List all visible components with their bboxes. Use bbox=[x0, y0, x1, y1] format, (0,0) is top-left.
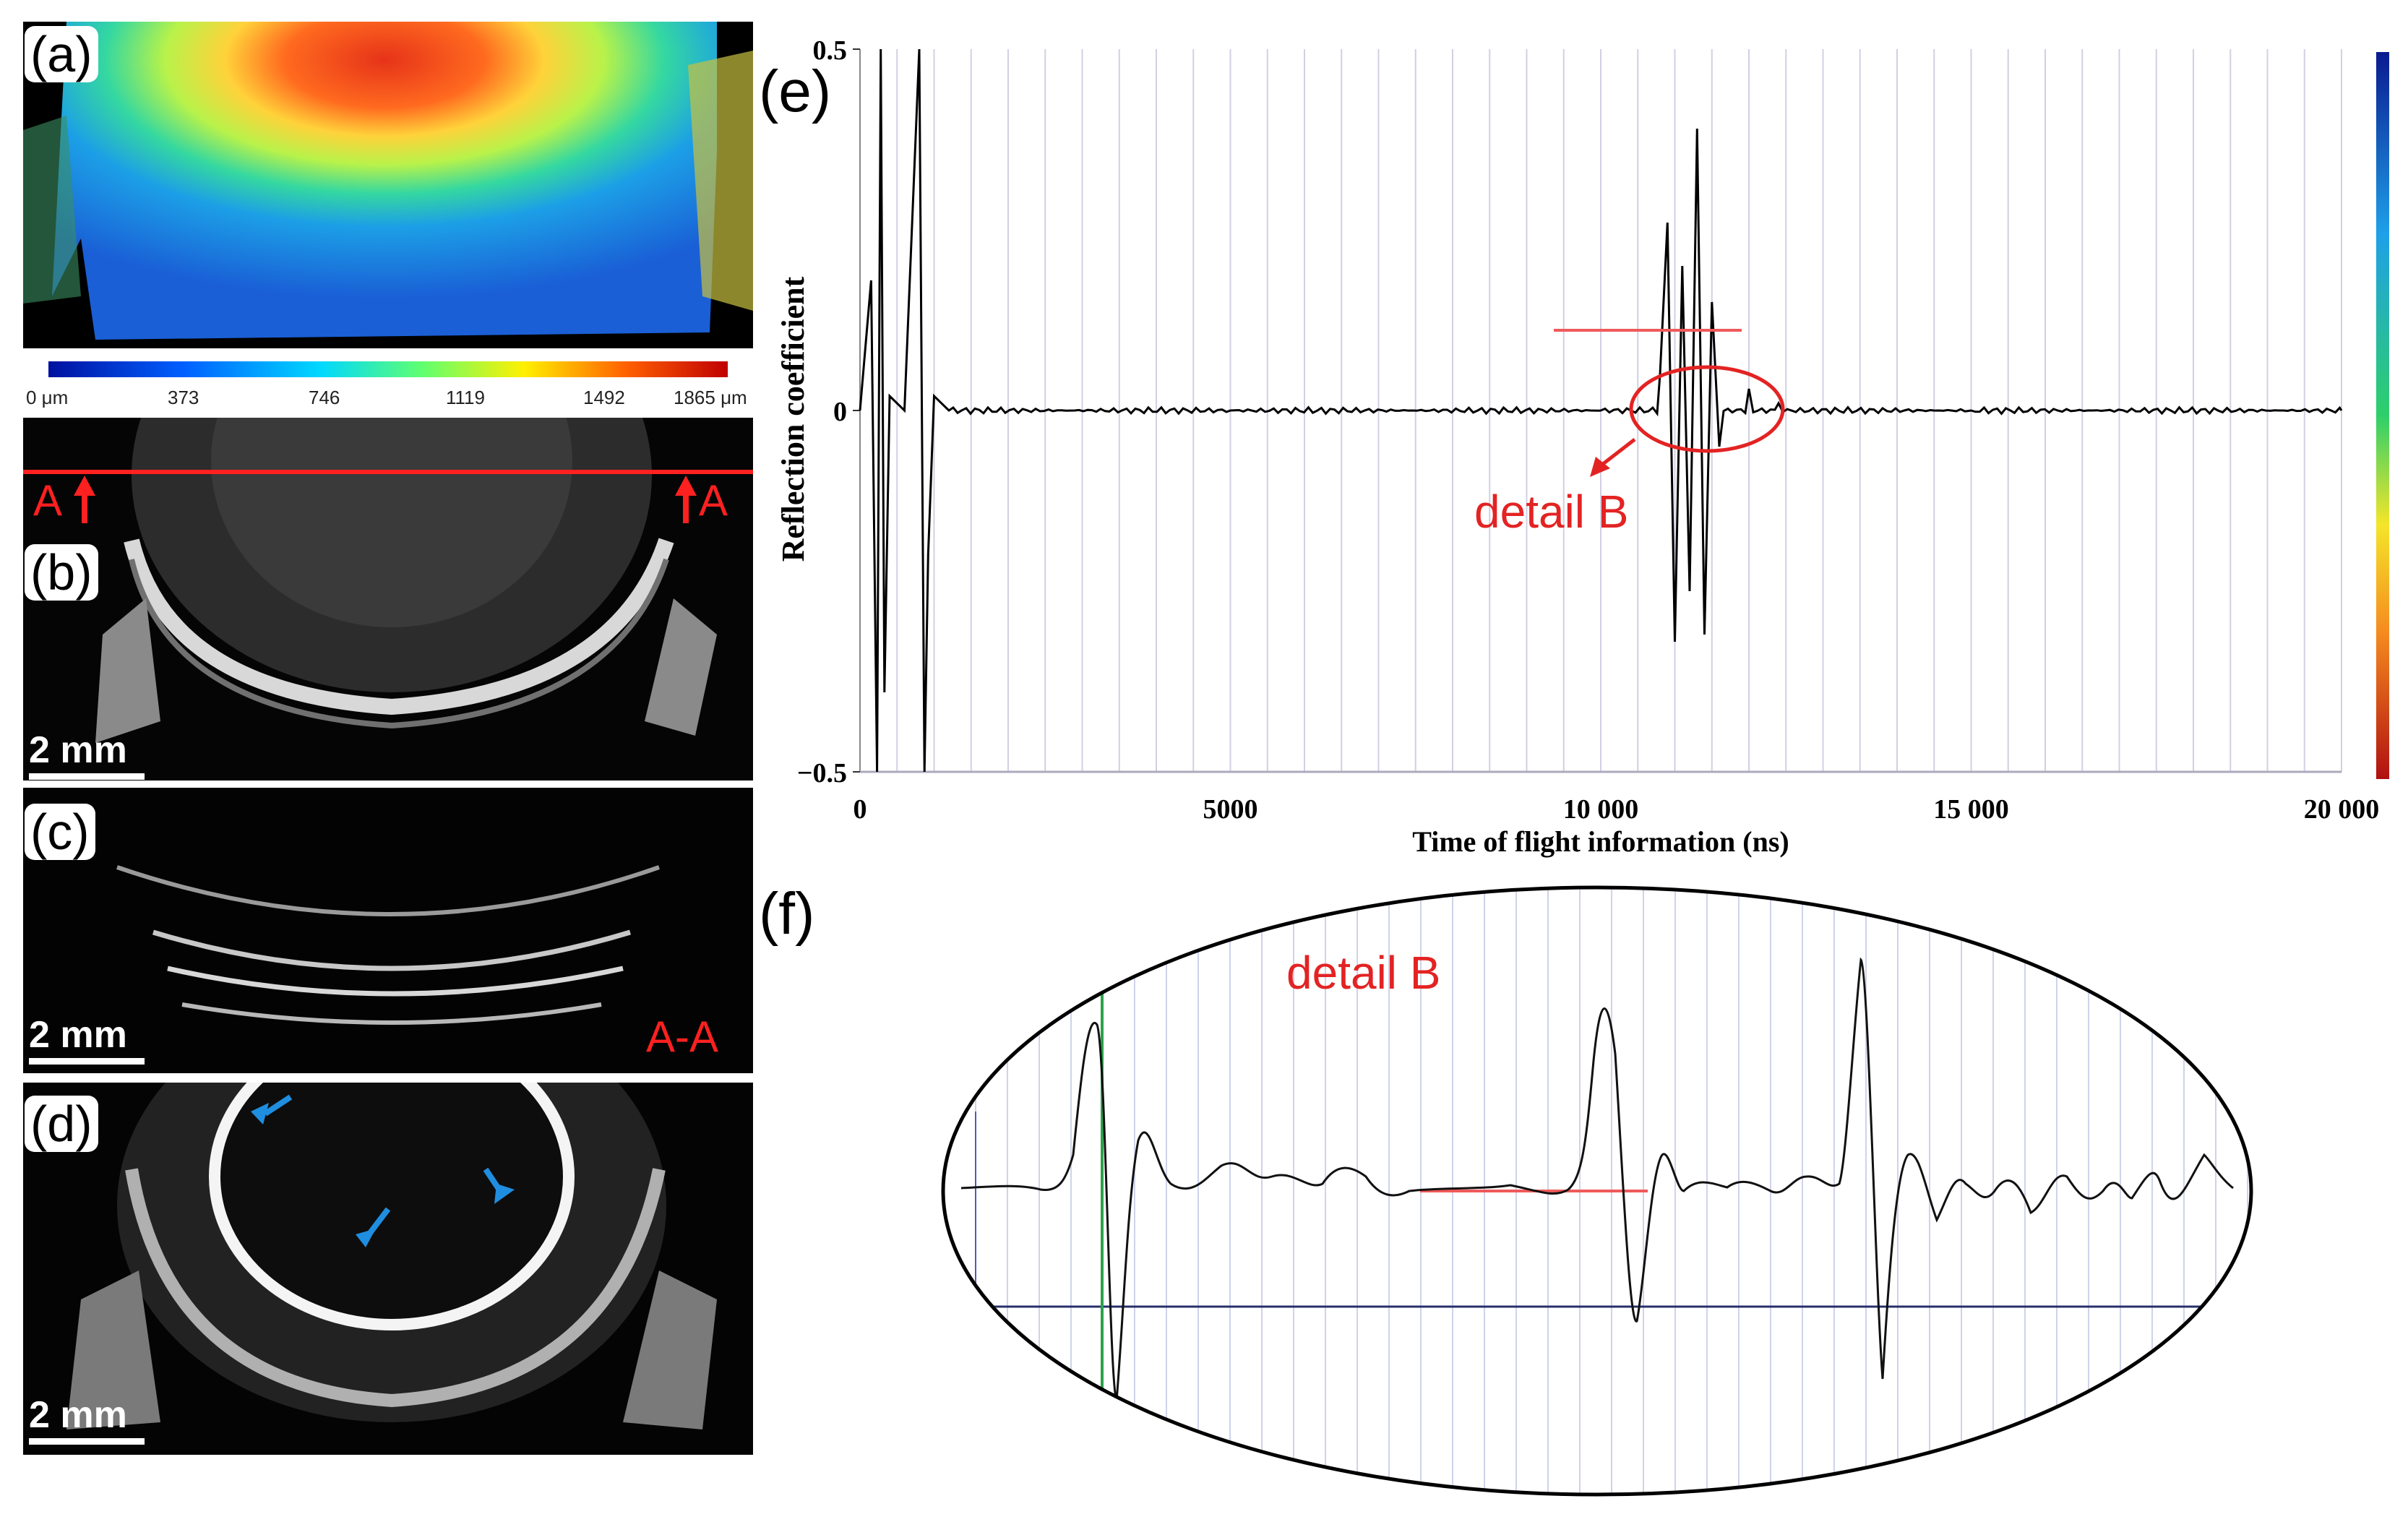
detail-b-zoom: detail B bbox=[941, 885, 2253, 1497]
colorbar-tick: 1865 μm bbox=[674, 387, 747, 408]
zoom-signal-line bbox=[960, 957, 2234, 1405]
scale-bar-label: 2 mm bbox=[29, 729, 127, 771]
scale-bar-d: 2 mm bbox=[29, 1393, 145, 1445]
section-a-a-image bbox=[23, 788, 753, 1073]
detail-b-arrow-icon bbox=[1590, 457, 1610, 477]
x-tick-label: 5000 bbox=[1203, 794, 1258, 825]
colorbar-background bbox=[23, 348, 753, 412]
panel-c-section-a-a: (c) 2 mm A-A bbox=[23, 788, 753, 1073]
panel-a-height-map: (a) 0 μm 373 746 1119 1492 1865 μm bbox=[23, 22, 753, 412]
scale-bar-c: 2 mm bbox=[29, 1013, 145, 1065]
height-map-surface bbox=[52, 22, 717, 340]
ct-slice-d-image bbox=[23, 1083, 753, 1455]
colorbar-ticks: 0 μm 373 746 1119 1492 1865 μm bbox=[23, 387, 753, 408]
x-tick-label: 10 000 bbox=[1563, 794, 1639, 825]
section-label-a-a: A-A bbox=[646, 1012, 719, 1061]
section-arrow-icon bbox=[74, 476, 697, 523]
panel-e-label: (e) bbox=[759, 59, 832, 124]
y-tick-label: −0.5 bbox=[797, 758, 847, 788]
y-tick-label: 0 bbox=[833, 397, 847, 427]
amplitude-colorbar bbox=[2376, 52, 2389, 779]
panel-b-ct-slice: A A (b) 2 mm bbox=[23, 418, 753, 781]
colorbar-tick: 746 bbox=[309, 387, 340, 408]
colorbar-tick: 1119 bbox=[446, 387, 485, 408]
panel-c-label: (c) bbox=[25, 804, 95, 860]
x-tick-label: 20 000 bbox=[2304, 794, 2380, 825]
x-axis-label: Time of flight information (ns) bbox=[1412, 825, 1789, 858]
scale-bar-label: 2 mm bbox=[29, 1014, 127, 1056]
detail-b-frame bbox=[941, 885, 2253, 1497]
panel-f-label: (f) bbox=[759, 881, 815, 947]
arrow-marker-icon bbox=[251, 1094, 515, 1247]
panel-b-label: (b) bbox=[25, 544, 98, 601]
colorbar-tick: 373 bbox=[168, 387, 199, 408]
section-mark-left: A bbox=[33, 476, 63, 525]
y-tick-label: 0.5 bbox=[813, 35, 848, 66]
scale-bar-label: 2 mm bbox=[29, 1394, 127, 1436]
y-axis-label: Reflection coefficient bbox=[775, 276, 811, 562]
a-scan-chart: 0 5000 10 000 15 000 20 000 0.50−0.5 detail … bbox=[775, 35, 2389, 858]
x-tick-label: 0 bbox=[853, 794, 867, 825]
x-tick-label: 15 000 bbox=[1933, 794, 2009, 825]
detail-b-zoom-label: detail B bbox=[1286, 947, 1440, 999]
colorbar bbox=[48, 361, 728, 377]
panel-d-ct-slice: (d) 2 mm bbox=[23, 1083, 753, 1455]
bright-ring bbox=[209, 1083, 575, 1330]
panel-d-label: (d) bbox=[25, 1096, 98, 1152]
colorbar-tick: 1492 bbox=[583, 387, 625, 408]
detail-b-label: detail B bbox=[1474, 486, 1628, 538]
height-map-image bbox=[23, 22, 753, 412]
section-mark-right: A bbox=[699, 476, 728, 525]
ct-slice-image bbox=[23, 418, 753, 781]
signal-line bbox=[859, 48, 2343, 773]
colorbar-tick: 0 μm bbox=[26, 387, 69, 408]
panel-a-label: (a) bbox=[25, 26, 98, 82]
scale-bar-b: 2 mm bbox=[29, 728, 145, 780]
detail-b-ellipse bbox=[1629, 365, 1785, 453]
